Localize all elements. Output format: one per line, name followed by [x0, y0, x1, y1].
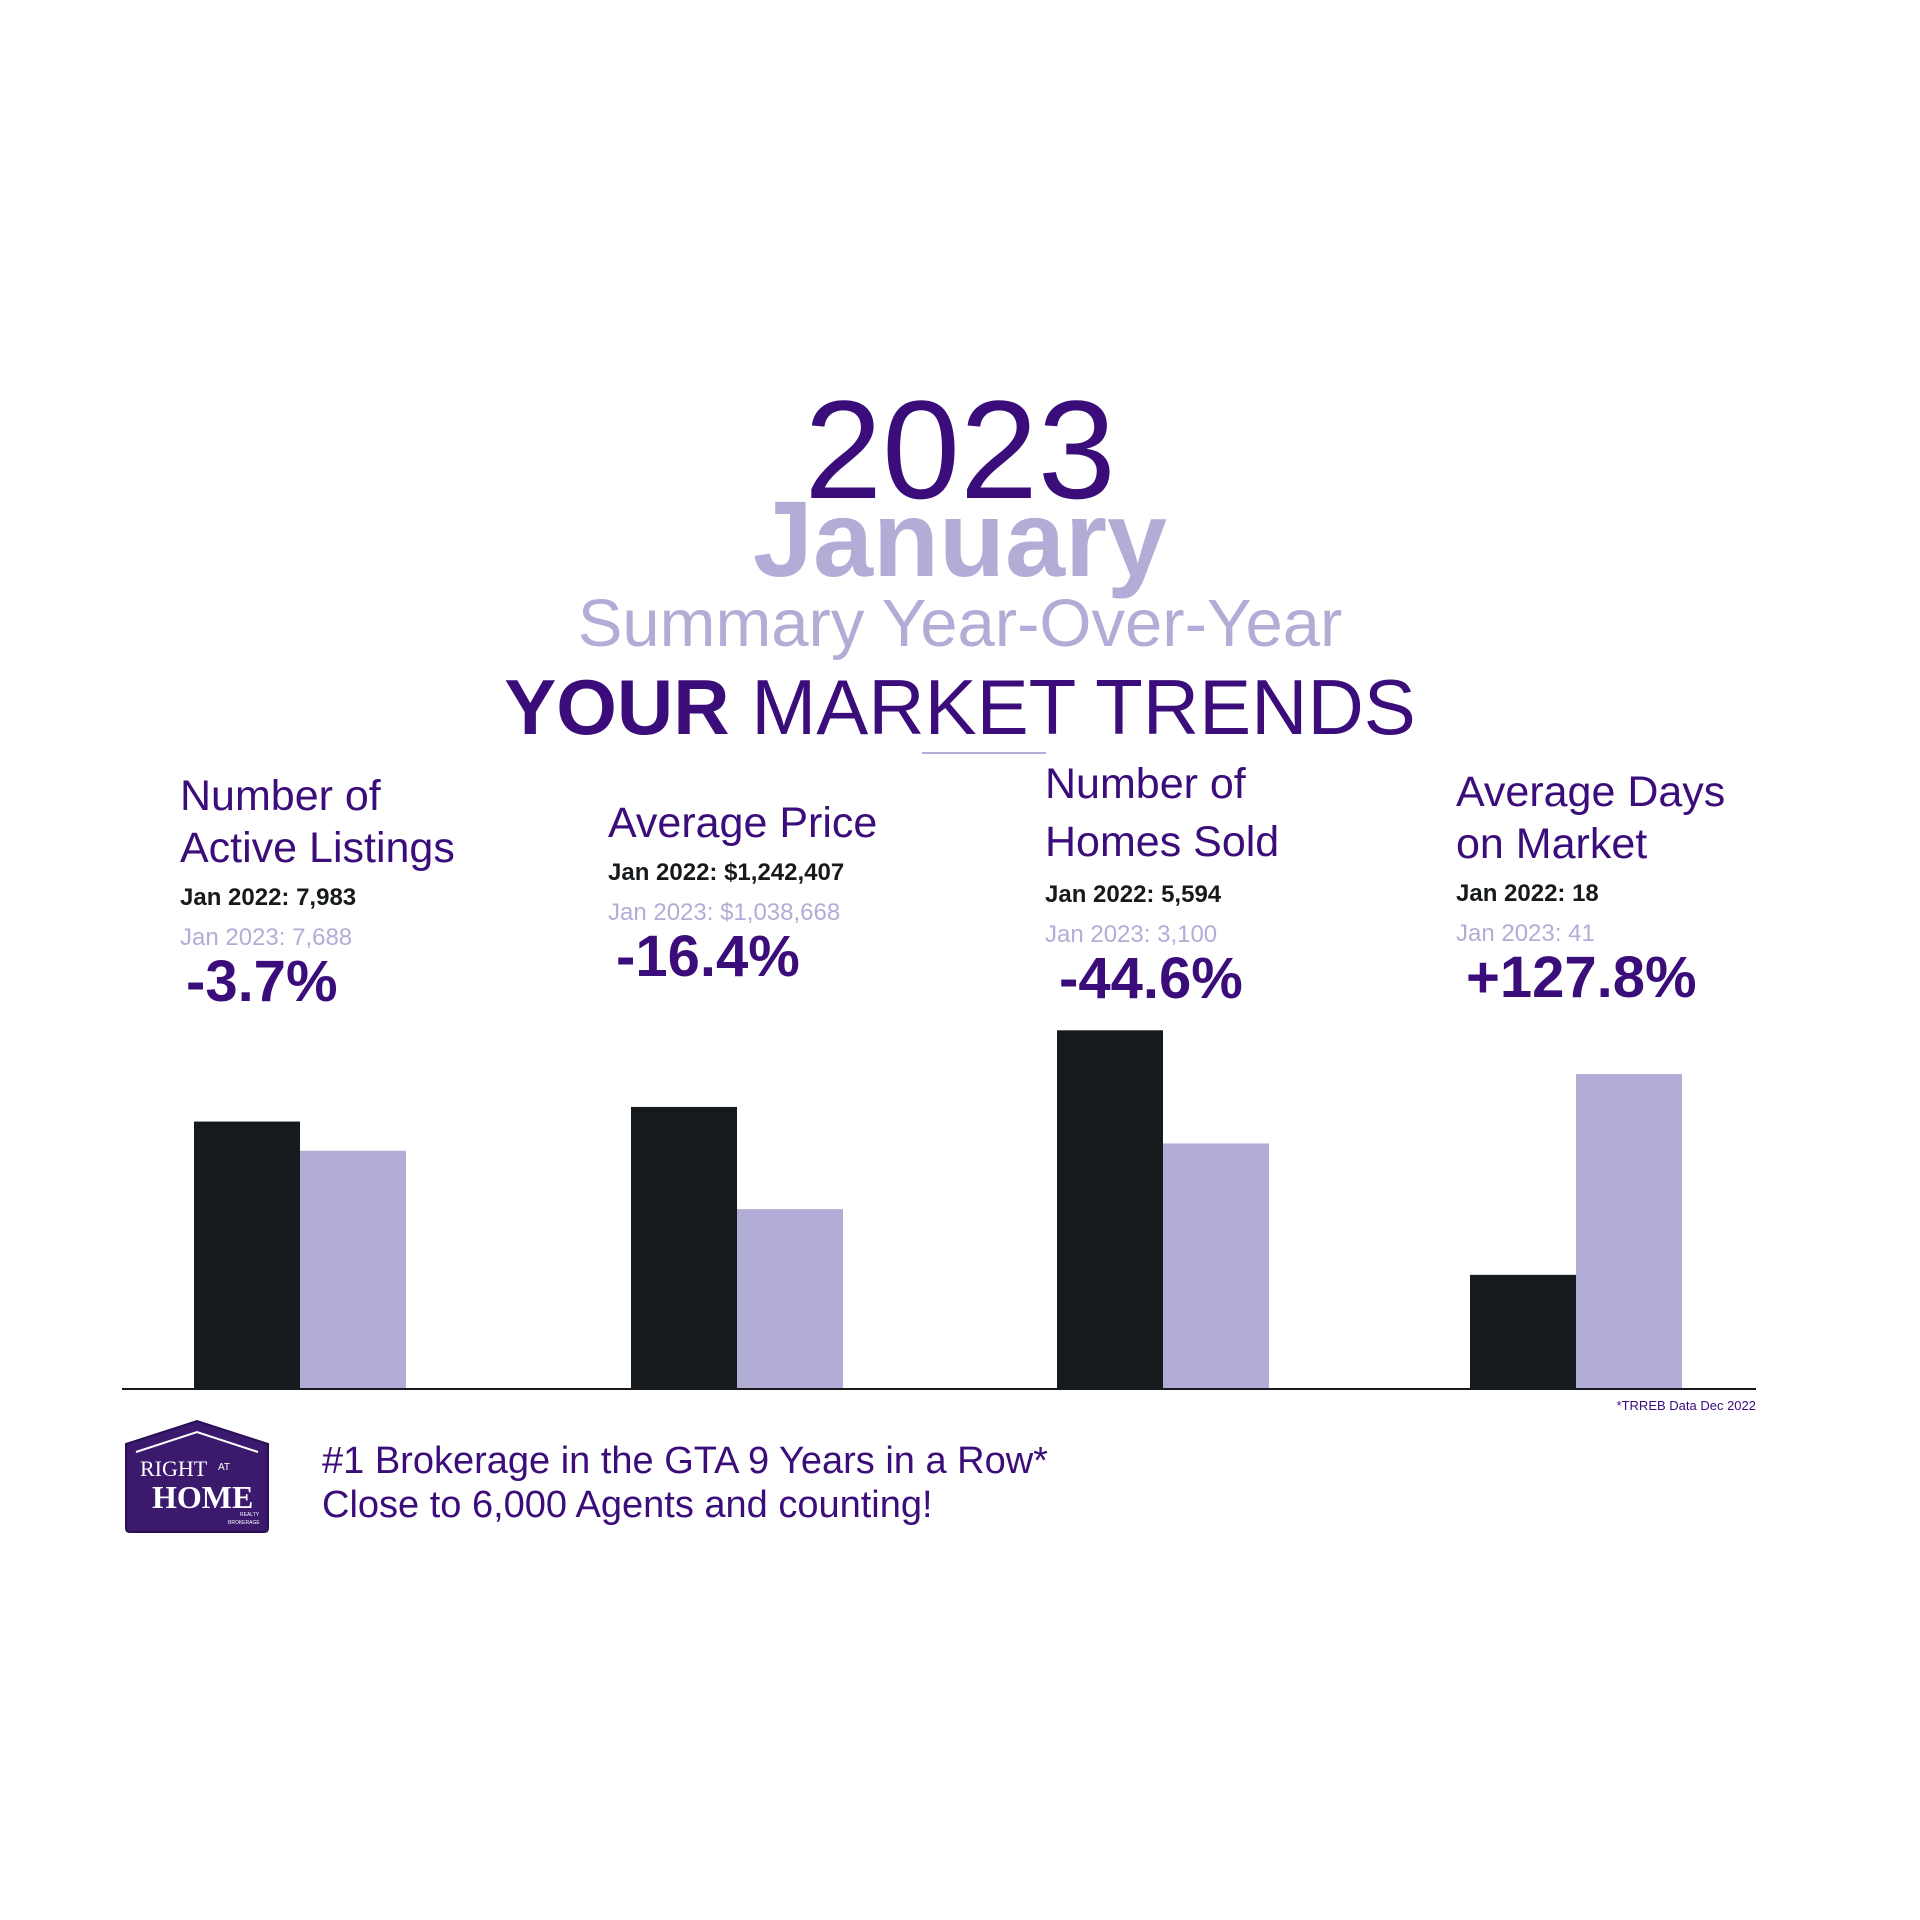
logo-sub1: REALTY: [240, 1512, 260, 1518]
metric-curr-value: Jan 2023: 7,688: [180, 924, 353, 951]
bar-jan-2022-2: [631, 1106, 737, 1388]
metric-average-price: Average Price Jan 2022: $1,242,407 Jan 2…: [608, 767, 988, 987]
metric-days-on-market: Average Days on Market Jan 2022: 18 Jan …: [1456, 766, 1836, 1008]
bar-jan-2022-4: [1470, 1274, 1576, 1388]
logo-sub2: BROKERAGE: [228, 1520, 260, 1526]
metric-change: +127.8%: [1466, 945, 1697, 1010]
market-trends-title: YOUR MARKET TRENDS: [0, 665, 1920, 749]
metric-title-line1: Number of: [1045, 760, 1246, 808]
metric-title: Average Price: [608, 767, 988, 849]
bar-jan-2022-1: [194, 1121, 300, 1388]
metric-change: -16.4%: [616, 924, 800, 989]
metric-prev-value: Jan 2022: 18: [1456, 880, 1599, 907]
bar-jan-2023-2: [737, 1209, 843, 1388]
metric-homes-sold: Number of Homes Sold Jan 2022: 5,594 Jan…: [1045, 755, 1425, 1009]
metric-title-line2: Average Price: [608, 799, 878, 847]
metric-title-line2: on Market: [1456, 820, 1648, 868]
bar-jan-2022-3: [1057, 1030, 1163, 1388]
tagline-agents: Close to 6,000 Agents and counting!: [322, 1484, 933, 1526]
metric-curr-value: Jan 2023: 41: [1456, 920, 1595, 947]
month-heading: January: [752, 478, 1168, 599]
metric-title: Average Days on Market: [1456, 766, 1836, 870]
metric-title-line1: Number of: [180, 772, 381, 820]
logo-line1: RIGHT: [140, 1456, 208, 1481]
metric-curr-value: Jan 2023: $1,038,668: [608, 899, 841, 926]
trends-rest: MARKET TRENDS: [729, 663, 1416, 751]
metric-change: -3.7%: [186, 949, 338, 1014]
metric-title-line2: Homes Sold: [1045, 818, 1280, 866]
logo-line2: HOME: [152, 1479, 253, 1515]
metric-title-line2: Active Listings: [180, 824, 455, 872]
metric-prev-value: Jan 2022: $1,242,407: [608, 859, 845, 886]
bar-jan-2023-3: [1163, 1143, 1269, 1388]
right-at-home-logo: RIGHT AT HOME REALTY BROKERAGE: [125, 1419, 269, 1533]
bar-jan-2023-1: [300, 1150, 406, 1388]
metric-active-listings: Number of Active Listings Jan 2022: 7,98…: [180, 770, 560, 1012]
metric-change: -44.6%: [1059, 946, 1243, 1011]
year-heading: 2023: [804, 371, 1116, 528]
metric-prev-value: Jan 2022: 5,594: [1045, 881, 1222, 908]
metric-title: Number of Homes Sold: [1045, 755, 1425, 871]
summary-subtitle: Summary Year-Over-Year: [577, 586, 1343, 661]
logo-at: AT: [218, 1462, 230, 1473]
metric-curr-value: Jan 2023: 3,100: [1045, 921, 1218, 948]
trends-bold: YOUR: [504, 663, 730, 751]
title-divider: [922, 752, 1046, 754]
source-note: *TRREB Data Dec 2022: [1616, 1398, 1756, 1413]
tagline-ranking: #1 Brokerage in the GTA 9 Years in a Row…: [322, 1440, 1048, 1482]
metric-title-line1: Average Days: [1456, 768, 1726, 816]
bar-jan-2023-4: [1576, 1074, 1682, 1388]
metric-prev-value: Jan 2022: 7,983: [180, 884, 357, 911]
metric-title: Number of Active Listings: [180, 770, 560, 874]
bars-group: [194, 1030, 1682, 1388]
